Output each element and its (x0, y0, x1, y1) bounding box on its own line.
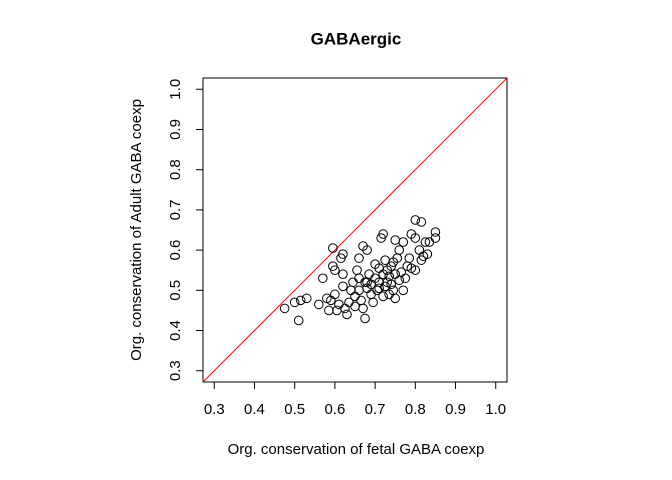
x-tick-label: 0.8 (405, 401, 426, 418)
x-tick-label: 0.7 (365, 401, 386, 418)
point (314, 299, 324, 310)
y-tick-label: 0.5 (167, 280, 184, 301)
point (334, 299, 344, 310)
point (328, 243, 338, 253)
point (394, 275, 405, 286)
x-tick-label: 0.3 (204, 401, 225, 418)
point (390, 235, 401, 245)
point (293, 315, 304, 326)
point (366, 289, 376, 300)
point (340, 303, 350, 314)
point (342, 309, 352, 320)
point (362, 245, 372, 255)
y-tick-label: 0.9 (167, 119, 184, 140)
point (430, 227, 441, 237)
x-axis-label: Org. conservation of fetal GABA coexp (228, 441, 485, 458)
y-axis-label: Org. conservation of Adult GABA coexp (128, 99, 145, 361)
point (398, 285, 409, 296)
point (324, 305, 334, 316)
point (364, 269, 374, 280)
point (279, 303, 290, 314)
reference-line (202, 77, 508, 383)
point (410, 265, 421, 276)
point (430, 233, 441, 243)
point (289, 297, 300, 308)
y-tick-label: 0.6 (167, 240, 184, 261)
point (356, 295, 366, 306)
point (378, 291, 388, 302)
y-tick-label: 0.7 (167, 199, 184, 220)
point (420, 237, 431, 247)
point (416, 217, 427, 227)
point (410, 233, 421, 243)
y-tick-label: 0.4 (167, 320, 184, 341)
point (346, 285, 356, 296)
point (352, 265, 362, 276)
point (350, 291, 360, 302)
point (384, 271, 394, 282)
point (390, 269, 401, 280)
point (368, 297, 378, 308)
point (354, 253, 364, 263)
y-tick-label: 0.3 (167, 360, 184, 381)
y-tick-label: 0.8 (167, 159, 184, 180)
point (422, 249, 433, 259)
point (360, 313, 370, 324)
point (386, 279, 396, 290)
point (414, 245, 425, 255)
point (398, 237, 409, 247)
point (348, 277, 358, 288)
point (338, 269, 348, 280)
point (410, 215, 421, 225)
point (338, 249, 348, 259)
y-tick-label: 1.0 (167, 79, 184, 100)
point (330, 289, 340, 300)
point (374, 283, 384, 294)
x-tick-label: 0.6 (324, 401, 345, 418)
chart-title: GABAergic (311, 29, 402, 48)
point (404, 253, 415, 263)
point (332, 305, 342, 316)
point (338, 281, 348, 292)
point (394, 245, 405, 255)
point (354, 285, 364, 296)
point (330, 265, 340, 276)
point (400, 273, 411, 284)
x-tick-label: 1.0 (485, 401, 506, 418)
point (318, 273, 328, 284)
x-tick-label: 0.9 (445, 401, 466, 418)
x-tick-label: 0.4 (244, 401, 265, 418)
point (390, 293, 401, 304)
x-tick-label: 0.5 (284, 401, 305, 418)
point (301, 293, 312, 304)
point (360, 277, 370, 288)
point (295, 295, 306, 306)
point (354, 273, 364, 284)
point (362, 277, 372, 288)
point (378, 229, 388, 239)
point (358, 303, 368, 314)
